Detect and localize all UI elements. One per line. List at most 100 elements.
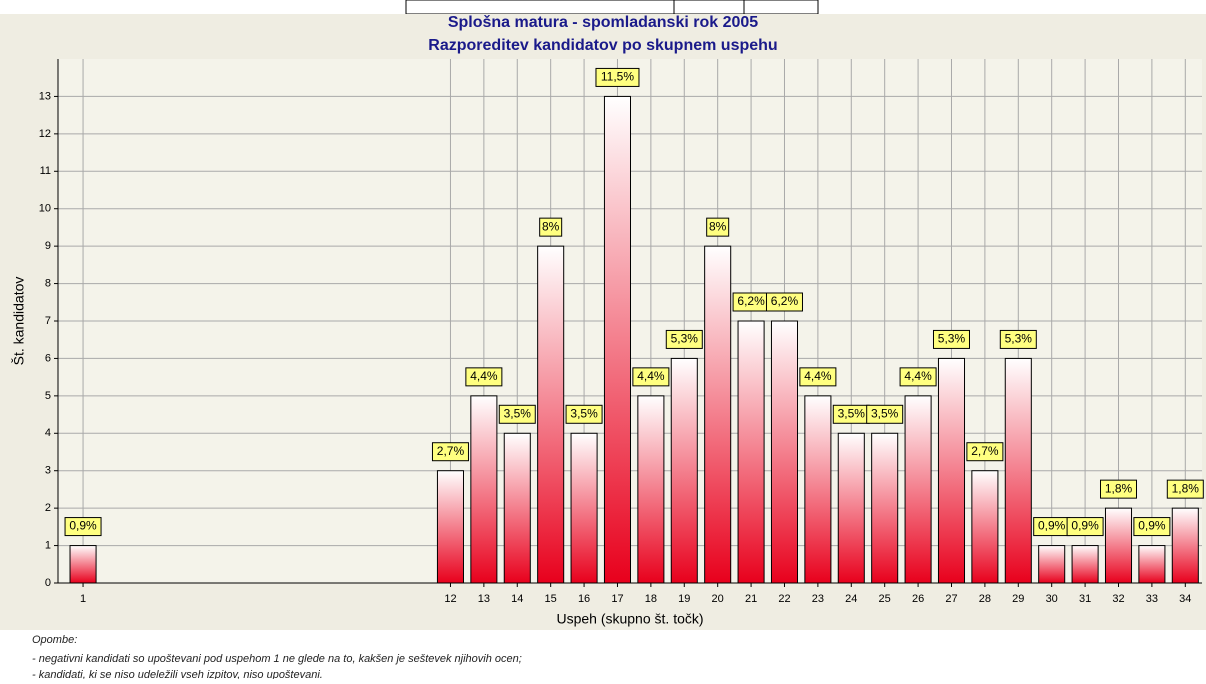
bar-label-box bbox=[565, 404, 603, 424]
bar-label: 4,4% bbox=[904, 369, 932, 383]
x-tick-label: 14 bbox=[511, 593, 523, 605]
x-tick-label: 31 bbox=[1079, 593, 1091, 605]
bar bbox=[1038, 545, 1066, 584]
bar-label-box bbox=[539, 217, 563, 237]
bar-label-box bbox=[1099, 479, 1137, 499]
y-tick-label: 0 bbox=[45, 577, 51, 589]
y-axis-label: Št. kandidatov bbox=[11, 277, 27, 366]
bar bbox=[1171, 507, 1199, 584]
x-tick-label: 19 bbox=[678, 593, 690, 605]
bar bbox=[737, 320, 765, 584]
bar-label: 8% bbox=[709, 219, 727, 233]
x-tick-label: 27 bbox=[945, 593, 957, 605]
bar-label: 6,2% bbox=[771, 294, 799, 308]
y-tick-label: 6 bbox=[45, 352, 51, 364]
bar-label-box bbox=[498, 404, 536, 424]
bar bbox=[871, 432, 899, 584]
x-axis-label: Uspeh (skupno št. točk) bbox=[556, 611, 703, 627]
bar bbox=[904, 395, 932, 584]
bar-label: 1,8% bbox=[1172, 481, 1200, 495]
y-tick-label: 8 bbox=[45, 277, 51, 289]
y-tick-label: 4 bbox=[45, 427, 51, 439]
bar-label: 4,4% bbox=[804, 369, 832, 383]
bar bbox=[937, 357, 966, 584]
bar-label-box bbox=[1166, 479, 1204, 499]
bar-label: 3,5% bbox=[871, 406, 899, 420]
y-tick-label: 11 bbox=[40, 165, 51, 177]
x-tick-label: 21 bbox=[745, 593, 757, 605]
bar-label-box bbox=[999, 329, 1037, 349]
bar bbox=[971, 470, 999, 584]
bar bbox=[1138, 545, 1166, 584]
bar bbox=[570, 432, 598, 584]
y-tick-label: 13 bbox=[39, 90, 51, 102]
notes-heading: Opombe: bbox=[32, 634, 77, 646]
y-tick-label: 1 bbox=[45, 539, 51, 551]
bar-label-box bbox=[966, 442, 1004, 462]
bar-label: 3,5% bbox=[504, 406, 532, 420]
bar-label-box bbox=[632, 367, 670, 387]
x-tick-label: 26 bbox=[912, 593, 924, 605]
bar bbox=[537, 245, 565, 584]
bar bbox=[637, 395, 665, 584]
x-tick-label: 34 bbox=[1179, 593, 1191, 605]
bar-label: 5,3% bbox=[1005, 332, 1033, 346]
header-box bbox=[405, 0, 819, 15]
bar-label-box bbox=[866, 404, 904, 424]
y-tick-label: 12 bbox=[39, 128, 51, 140]
bar bbox=[670, 357, 698, 584]
bar-label: 11,5% bbox=[601, 70, 634, 84]
note-line: - negativni kandidati so upoštevani pod … bbox=[32, 653, 522, 665]
bar-label: 2,7% bbox=[971, 444, 999, 458]
bar bbox=[704, 245, 732, 584]
x-tick-label: 23 bbox=[812, 593, 824, 605]
bar-label-box bbox=[431, 442, 469, 462]
chart-title: Splošna matura - spomladanski rok 2005 bbox=[448, 14, 758, 31]
bar-label: 8% bbox=[542, 219, 560, 233]
x-tick-label: 28 bbox=[979, 593, 991, 605]
bar-label-box bbox=[765, 292, 803, 312]
y-tick-label: 9 bbox=[45, 240, 51, 252]
x-tick-label: 25 bbox=[879, 593, 891, 605]
bar-label: 0,9% bbox=[1138, 519, 1166, 533]
x-tick-label: 13 bbox=[478, 593, 490, 605]
bar-label-box bbox=[706, 217, 730, 237]
x-tick-label: 15 bbox=[545, 593, 557, 605]
bar-label: 4,4% bbox=[470, 369, 498, 383]
y-tick-label: 2 bbox=[45, 502, 51, 514]
bar-label-box bbox=[1066, 517, 1104, 537]
bar-label: 4,4% bbox=[637, 369, 665, 383]
bar-label: 1,8% bbox=[1105, 481, 1133, 495]
x-tick-label: 16 bbox=[578, 593, 590, 605]
bar bbox=[804, 395, 832, 584]
bar-label-box bbox=[595, 67, 640, 87]
x-tick-label: 32 bbox=[1112, 593, 1124, 605]
x-tick-label: 24 bbox=[845, 593, 857, 605]
x-tick-label: 29 bbox=[1012, 593, 1024, 605]
bar bbox=[503, 432, 531, 584]
y-tick-label: 5 bbox=[45, 390, 51, 402]
bar-label: 2,7% bbox=[437, 444, 465, 458]
bar-label: 5,3% bbox=[671, 332, 699, 346]
bar-label: 3,5% bbox=[570, 406, 598, 420]
bar bbox=[1071, 545, 1099, 584]
bar-label: 0,9% bbox=[1071, 519, 1099, 533]
x-tick-label: 18 bbox=[645, 593, 657, 605]
bar bbox=[436, 470, 464, 584]
x-tick-label: 20 bbox=[712, 593, 724, 605]
bar-label-box bbox=[64, 517, 102, 537]
bar-label: 6,2% bbox=[737, 294, 765, 308]
bar-label: 0,9% bbox=[69, 519, 97, 533]
x-tick-label: 33 bbox=[1146, 593, 1158, 605]
bar-label: 5,3% bbox=[938, 332, 966, 346]
bar bbox=[69, 545, 97, 584]
x-tick-label: 22 bbox=[778, 593, 790, 605]
bar-label-box bbox=[665, 329, 703, 349]
x-tick-label: 17 bbox=[611, 593, 623, 605]
y-tick-label: 3 bbox=[45, 465, 51, 477]
bar-label-box bbox=[1133, 517, 1171, 537]
chart-subtitle: Razporeditev kandidatov po skupnem uspeh… bbox=[428, 37, 777, 54]
bar bbox=[837, 432, 865, 584]
